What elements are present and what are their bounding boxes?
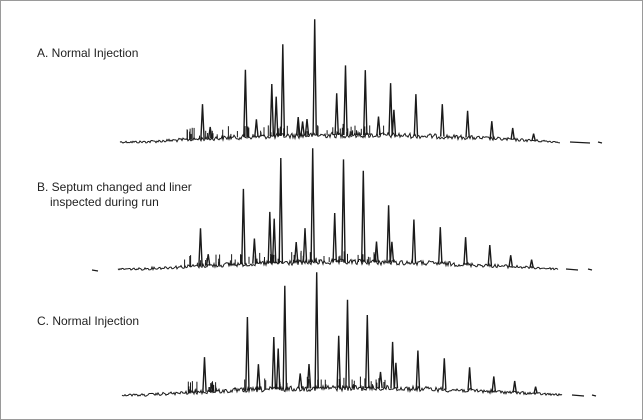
chromatogram-peak [241,188,246,265]
chromatogram-peak [341,159,346,263]
trace-dash [587,268,593,271]
chromatogram-peak [345,299,350,389]
chromatogram-peak [278,157,284,263]
chromatogram-peak [280,44,286,136]
chromatogram-peak [415,350,421,389]
chromatogram-peak [529,259,534,268]
chromatogram-peak [256,364,261,390]
chromatogram-peak [489,121,495,139]
chromatogram-peak [314,272,319,389]
baseline-trace [117,257,559,271]
chromatogram-peak [361,170,366,263]
chromatogram-peak [388,83,393,136]
chromatogram-peak [202,357,207,392]
chromatogram-peak [463,237,468,265]
chromatogram-peak [273,96,279,137]
chromatogram-peak [389,241,395,263]
chromatogram-peak [376,116,381,136]
chromatogram-peak [393,362,399,389]
chromatogram-peak [390,341,395,389]
panel-c-label: C. Normal Injection [37,314,139,329]
panel-b-label: B. Septum changed and liner inspected du… [37,180,192,210]
chromatogram-peak [491,376,497,392]
chromatogram-peak [310,148,315,263]
panel-a-label-line-1: A. Normal Injection [37,46,139,60]
chromatogram-peak [531,133,536,141]
chromatogram-peak [467,367,472,391]
chromatogram-peak [205,254,211,266]
chromatogram-peak [312,19,317,136]
chromatogram-peak [243,69,248,138]
chromatogram-peak [304,119,310,136]
chromatogram-peak [336,335,341,389]
chromatogram-peak [271,218,277,264]
chromatogram-peak [245,316,250,391]
chromatogram-peak [302,228,308,263]
chromatogram-peak [254,119,259,137]
chromatogram-peak [391,109,397,136]
chromatogram-peak [533,386,538,394]
chromatogram-peak [200,104,205,139]
chromatogram-peak [207,126,213,139]
trace-dash [569,141,591,144]
chromatogram-peak [411,219,417,263]
chromatogram-peak [512,380,517,393]
chromatogram-peak [438,227,443,264]
chromatogram-c [121,272,597,397]
chromatogram-peak [267,211,273,264]
panel-b-label-line-1: B. Septum changed and liner [37,180,192,194]
trace-dash [571,394,585,397]
trace-dash [91,269,99,272]
chromatogram-peak [374,241,379,263]
chromatogram-peak [282,285,288,389]
trace-dash [565,268,579,271]
chromatogram-peak [293,241,299,263]
chromatogram-peak [295,116,301,136]
chromatogram-peak [209,382,215,392]
chromatogram-peak [300,121,305,136]
chromatogram-peak [297,373,303,389]
trace-dash [591,394,597,397]
chromatogram-peak [334,93,339,136]
chromatogram-peak [440,104,445,137]
chromatogram-peak [442,358,447,390]
chromatogram-peak [413,94,419,136]
chromatogram-peak [343,65,348,136]
panel-c-label-line-1: C. Normal Injection [37,314,140,328]
panel-a-label: A. Normal Injection [37,46,138,61]
chromatogram-peak [363,70,368,136]
chromatogram-peak [487,244,493,266]
chromatogram-peak [269,83,275,137]
chromatogram-peak [275,348,281,390]
chromatogram-peak [510,127,515,140]
chromatogram-peak [252,238,257,264]
chromatogram-peak [365,314,370,389]
trace-dash [597,141,603,144]
chromatogram-peak [465,110,470,138]
chromatogram-peak [332,212,337,263]
panel-b-label-line-2: inspected during run [50,195,159,209]
chromatogram-peak [306,363,312,389]
chromatogram-peak [271,336,277,390]
chromatogram-b [91,148,593,272]
chromatogram-peak [198,228,203,266]
chromatogram-a [119,19,603,144]
chromatogram-peak [386,205,391,263]
chromatogram-peak [508,255,513,267]
chromatogram-peak [378,371,383,389]
